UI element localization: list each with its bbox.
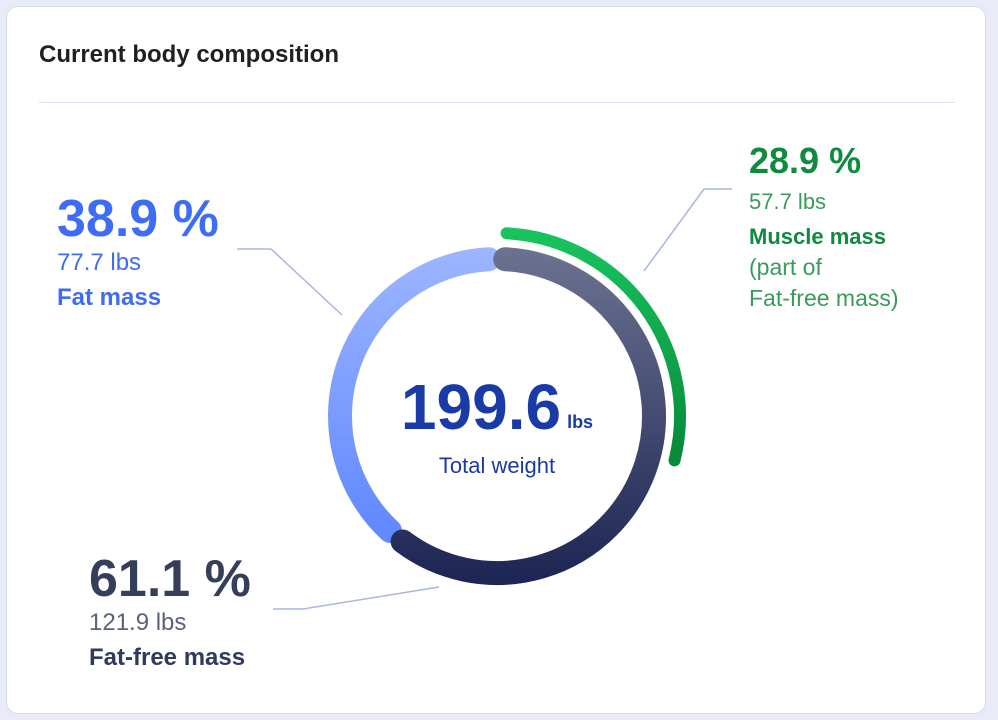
muscle-mass-note-line2: Fat-free mass) <box>749 285 899 312</box>
fat-mass-name: Fat mass <box>57 283 162 311</box>
total-weight-unit: lbs <box>567 412 594 432</box>
total-weight-value: 199.6 <box>400 371 562 443</box>
muscle-mass-note-line1: (part of <box>749 253 822 280</box>
fat-mass-percent: 38.9 % <box>57 190 219 248</box>
fat-free-mass-label: 61.1 % 121.9 lbs Fat-free mass <box>89 553 251 673</box>
muscle-mass-label: 28.9 % 57.7 lbs Muscle mass (part of Fat… <box>749 143 899 314</box>
total-weight-center: 199.6 lbs Total weight <box>347 375 647 479</box>
fat-free-mass-percent: 61.1 % <box>89 550 251 608</box>
muscle-mass-arc <box>500 227 686 467</box>
fat-mass-label: 38.9 % 77.7 lbs Fat mass <box>57 193 219 313</box>
fat-mass-leader-line <box>237 248 343 316</box>
total-weight-label: Total weight <box>438 453 556 478</box>
muscle-mass-name: Muscle mass <box>749 224 886 250</box>
body-composition-donut-chart <box>237 188 732 610</box>
muscle-mass-weight: 57.7 lbs <box>749 189 827 214</box>
card-title: Current body composition <box>39 41 339 68</box>
muscle-mass-percent: 28.9 % <box>749 140 862 181</box>
body-composition-card: Current body composition 38.9 % 77.7 lbs <box>6 6 986 714</box>
fat-free-mass-slice <box>390 247 666 585</box>
fat-free-mass-name: Fat-free mass <box>89 643 246 671</box>
fat-mass-slice <box>328 247 501 543</box>
title-divider <box>39 102 955 103</box>
fat-free-mass-leader-line <box>273 586 440 610</box>
fat-free-mass-weight: 121.9 lbs <box>89 609 187 636</box>
muscle-mass-leader-line <box>643 188 732 272</box>
fat-mass-weight: 77.7 lbs <box>57 249 142 276</box>
